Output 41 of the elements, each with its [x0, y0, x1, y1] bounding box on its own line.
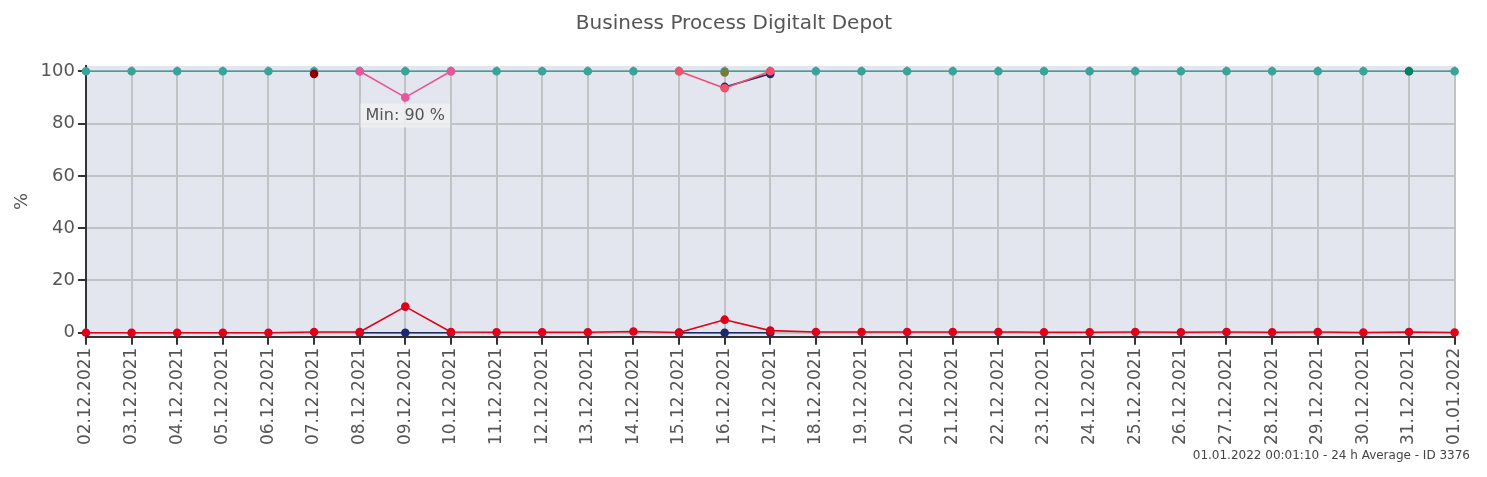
x-tick-label: 02.12.2021	[74, 347, 95, 446]
x-tick-label: 16.12.2021	[713, 347, 734, 446]
x-tick-label: 29.12.2021	[1306, 347, 1327, 446]
x-tick-label: 18.12.2021	[804, 347, 825, 446]
x-tick-label: 30.12.2021	[1351, 347, 1372, 446]
x-tick-label: 05.12.2021	[211, 347, 232, 446]
y-tick-label: 80	[52, 111, 75, 133]
x-tick-label: 21.12.2021	[941, 347, 962, 446]
x-tick-label: 19.12.2021	[849, 347, 870, 446]
x-tick-label: 07.12.2021	[302, 347, 323, 446]
x-tick-label: 17.12.2021	[758, 347, 779, 446]
x-tick-label: 11.12.2021	[484, 347, 505, 446]
x-tick-label: 08.12.2021	[348, 347, 369, 446]
x-tick-label: 20.12.2021	[895, 347, 916, 446]
y-axis-title: %	[10, 192, 32, 210]
x-tick-label: 01.01.2022	[1443, 347, 1464, 446]
x-tick-label: 09.12.2021	[393, 347, 414, 446]
y-tick-label: 0	[63, 320, 75, 342]
x-tick-label: 25.12.2021	[1123, 347, 1144, 446]
x-tick-label: 27.12.2021	[1214, 347, 1235, 446]
y-tick-label: 40	[52, 215, 75, 237]
x-tick-label: 31.12.2021	[1397, 347, 1418, 446]
x-tick-label: 10.12.2021	[439, 347, 460, 446]
y-tick-label: 20	[52, 268, 75, 290]
x-tick-label: 28.12.2021	[1260, 347, 1281, 446]
x-tick-label: 15.12.2021	[667, 347, 688, 446]
x-tick-label: 03.12.2021	[120, 347, 140, 446]
x-tick-label: 26.12.2021	[1169, 347, 1190, 446]
text: 01.01.2022 00:01:10 - 24 h Average - ID 3376	[1191, 448, 1471, 462]
chart-title: Business Process Digitalt Depot	[575, 10, 893, 35]
x-tick-label: 23.12.2021	[1032, 347, 1053, 446]
x-tick-label: 22.12.2021	[986, 347, 1007, 446]
x-tick-label: 04.12.2021	[165, 347, 186, 446]
y-tick-label: 60	[52, 163, 75, 185]
x-tick-label: 06.12.2021	[256, 347, 277, 446]
x-tick-label: 14.12.2021	[621, 347, 642, 446]
annotation: Min: 90 %	[365, 104, 446, 124]
x-tick-label: 24.12.2021	[1078, 347, 1099, 446]
x-tick-label: 12.12.2021	[530, 347, 551, 446]
x-tick-label: 13.12.2021	[576, 347, 597, 446]
y-tick-label: 100	[40, 58, 75, 80]
